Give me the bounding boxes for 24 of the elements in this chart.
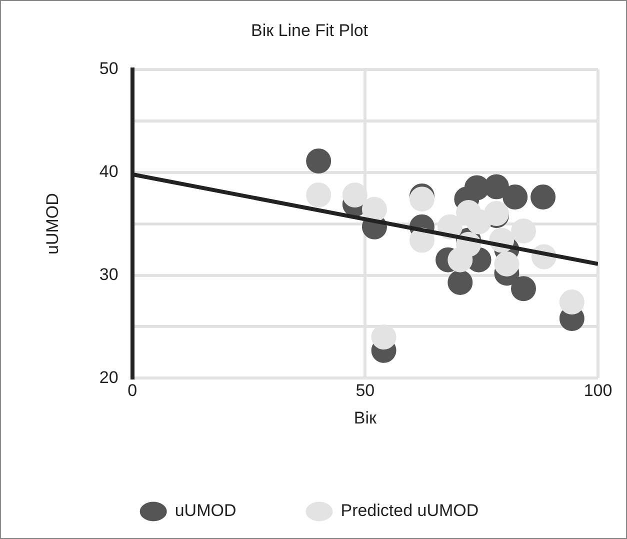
legend-label: uUMOD xyxy=(174,501,236,520)
point xyxy=(306,148,332,174)
y-axis-title: uUMOD xyxy=(42,193,62,255)
y-tick-label: 40 xyxy=(99,162,118,182)
point xyxy=(371,324,396,350)
point xyxy=(530,184,556,210)
x-tick-label: 50 xyxy=(356,381,375,400)
point xyxy=(559,290,584,315)
point xyxy=(494,251,520,276)
point xyxy=(448,270,473,295)
x-tick-label: 100 xyxy=(584,381,612,400)
y-tick-label: 50 xyxy=(99,59,118,78)
y-tick-label: 20 xyxy=(99,368,118,387)
y-tick-label: 30 xyxy=(99,264,118,284)
point xyxy=(362,196,387,222)
point xyxy=(510,276,536,302)
point xyxy=(502,184,528,210)
point xyxy=(342,182,368,208)
point xyxy=(306,182,332,208)
x-tick-label: 0 xyxy=(128,381,138,400)
point xyxy=(510,218,536,244)
x-axis-title: Вік xyxy=(354,408,377,428)
legend-label: Predicted uUMOD xyxy=(340,501,479,520)
chart-title: Вік Line Fit Plot xyxy=(250,20,368,40)
